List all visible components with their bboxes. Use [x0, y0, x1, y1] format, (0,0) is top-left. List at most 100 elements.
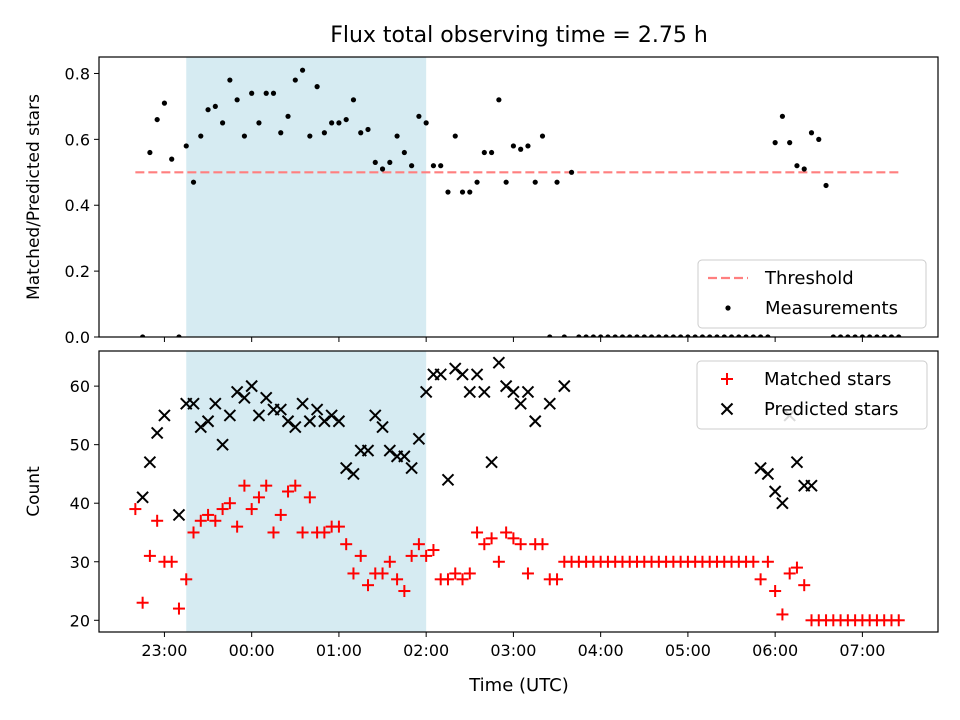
y-tick-label: 0.6 — [65, 130, 90, 149]
measurement-point — [816, 136, 822, 142]
measurement-point — [874, 334, 880, 337]
measurement-point — [336, 120, 342, 126]
measurement-point — [299, 67, 306, 73]
matched-stars-point — [216, 503, 229, 516]
predicted-stars-point — [281, 415, 295, 428]
measurement-point — [314, 84, 320, 90]
matched-stars-point — [420, 549, 433, 562]
bottom-panel: 20 30 40 50 60 23:00 00:00 01:00 02:00 03:00 04:00… — [24, 350, 939, 660]
predicted-stars-point — [412, 432, 426, 446]
measurement-point — [169, 156, 175, 162]
predicted-stars-point — [201, 415, 215, 428]
predicted-stars-point — [318, 415, 331, 428]
predicted-stars-point — [449, 362, 462, 375]
predicted-stars-point — [296, 397, 309, 410]
predicted-stars-point — [361, 444, 375, 457]
measurement-point — [845, 334, 851, 337]
predicted-stars-point — [289, 420, 302, 434]
measurement-point — [438, 163, 444, 169]
x-tick-label: 03:00 — [490, 641, 536, 660]
matched-stars-point — [383, 555, 396, 568]
matched-stars-point — [376, 567, 389, 580]
measurement-point — [321, 130, 327, 136]
predicted-stars-point — [514, 397, 527, 410]
measurement-point — [707, 334, 713, 337]
predicted-stars-point — [209, 397, 222, 410]
predicted-stars-point — [492, 356, 506, 369]
measurement-point — [343, 116, 349, 123]
measurement-point — [772, 140, 778, 146]
legend-label: Matched stars — [764, 369, 891, 390]
predicted-stars-point — [543, 397, 556, 410]
measurement-point — [794, 163, 800, 169]
chart-title: Flux total observing time = 2.75 h — [330, 23, 708, 48]
measurement-point — [503, 179, 509, 185]
matched-stars-point — [223, 497, 236, 510]
predicted-stars-point — [187, 397, 200, 410]
predicted-stars-point — [223, 409, 237, 422]
predicted-stars-point — [369, 409, 382, 422]
measurement-point — [488, 149, 495, 156]
predicted-stars-point — [419, 385, 433, 399]
predicted-stars-point — [347, 467, 360, 481]
measurement-point — [394, 133, 400, 139]
predicted-stars-point — [754, 461, 767, 475]
predicted-stars-point — [470, 368, 484, 381]
matched-stars-point — [485, 532, 498, 545]
measurement-point — [467, 189, 473, 195]
measurement-point — [256, 120, 262, 126]
matched-stars-point — [412, 538, 425, 551]
measurement-point — [714, 334, 720, 337]
predicted-stars-point — [260, 391, 273, 405]
matched-stars-point — [303, 491, 316, 504]
x-axis-label: Time (UTC) — [468, 675, 569, 696]
measurement-point — [736, 334, 742, 337]
legend-label: Threshold — [764, 268, 854, 289]
measurement-point — [881, 334, 887, 337]
predicted-stars-point — [456, 368, 469, 381]
predicted-stars-point — [434, 368, 447, 381]
measurement-point — [663, 334, 669, 337]
measurement-point — [198, 133, 204, 139]
predicted-stars-point — [339, 461, 353, 475]
y-tick-label: 0.8 — [65, 64, 90, 83]
predicted-stars-point — [238, 391, 251, 405]
measurement-point — [154, 116, 160, 123]
matched-stars-point — [340, 538, 353, 551]
predicted-stars-point — [150, 426, 164, 440]
x-tick-label: 01:00 — [316, 641, 362, 660]
measurement-point — [648, 334, 655, 337]
predicted-stars-point — [790, 456, 804, 469]
matched-stars-point — [398, 585, 411, 598]
measurement-point — [619, 334, 626, 337]
matched-stars-point — [478, 538, 491, 551]
predicted-stars-point — [172, 508, 186, 522]
matched-stars-point — [456, 573, 469, 586]
predicted-stars-point — [405, 461, 418, 475]
measurement-point — [387, 159, 393, 166]
measurement-point — [270, 90, 277, 96]
measurement-point — [292, 77, 298, 83]
predicted-stars-point — [143, 456, 157, 469]
matched-stars-point — [362, 579, 375, 592]
measurement-point — [568, 169, 575, 175]
predicted-stars-point — [485, 456, 498, 469]
matched-stars-point — [274, 508, 287, 521]
measurement-point — [510, 143, 517, 149]
measurement-point — [161, 100, 168, 106]
matched-stars-point — [536, 538, 549, 551]
measurement-point — [801, 166, 807, 172]
measurement-point — [627, 334, 633, 337]
measurement-point — [605, 334, 611, 337]
measurement-point — [241, 133, 248, 139]
measurement-point — [365, 126, 371, 133]
y-tick-label: 0.4 — [65, 196, 90, 215]
measurement-point — [350, 97, 357, 103]
matched-stars-point — [252, 491, 265, 504]
predicted-stars-point — [776, 497, 789, 510]
x-tick-label: 05:00 — [665, 641, 711, 660]
shaded-interval — [186, 57, 427, 337]
predicted-stars-point — [499, 379, 513, 393]
measurement-point — [474, 179, 480, 185]
